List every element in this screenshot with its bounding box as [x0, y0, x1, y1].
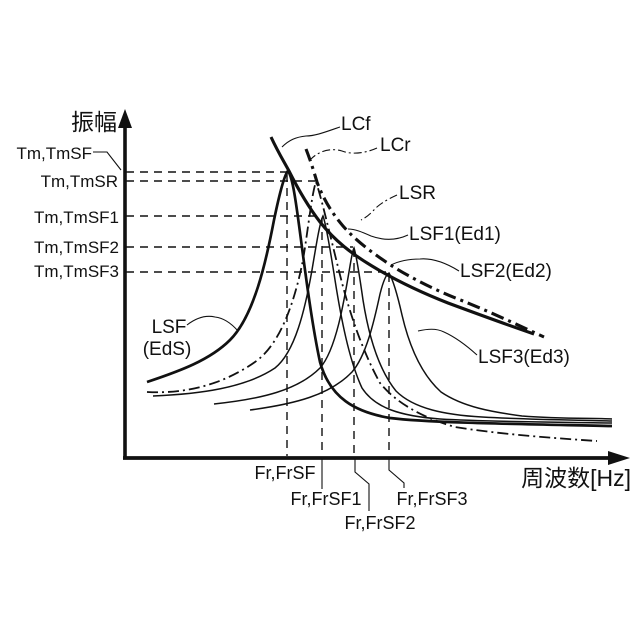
x-axis-title: 周波数[Hz]	[521, 465, 631, 491]
curve-lsf3	[249, 272, 613, 420]
ytick-tmsf3: Tm,TmSF3	[34, 262, 119, 281]
curve-lsf1	[152, 214, 613, 424]
leader-lines	[93, 126, 478, 511]
leader-lcr	[310, 147, 378, 160]
xtick-frsf: Fr,FrSF	[255, 463, 316, 483]
curve-label-lcf: LCf	[341, 114, 371, 135]
curve-lcf	[269, 136, 535, 336]
y-axis-arrowhead-icon	[118, 109, 132, 128]
leader-frsf2	[354, 459, 370, 511]
curve-lsf2	[213, 246, 613, 422]
guide-lines	[126, 171, 390, 456]
axes	[123, 124, 611, 460]
y-axis-title: 振幅	[71, 109, 117, 135]
curve-lcr	[304, 148, 545, 339]
x-axis-arrowhead-icon	[608, 451, 630, 465]
leader-lsf3	[417, 328, 478, 356]
xtick-frsf2: Fr,FrSF2	[345, 513, 416, 533]
curve-label-lsf1: LSF1(Ed1)	[409, 224, 501, 245]
leader-lsf1	[347, 228, 409, 240]
ytick-tmsf2: Tm,TmSF2	[34, 238, 119, 257]
ytick-tmsf: Tm,TmSF	[16, 144, 92, 163]
curve-label-lsf3: LSF3(Ed3)	[478, 347, 570, 368]
leader-tmsf	[93, 151, 122, 171]
curve-label-lsf-line1: LSF	[152, 317, 187, 338]
ytick-tmsf1: Tm,TmSF1	[34, 208, 119, 227]
curve-label-lsf2: LSF2(Ed2)	[460, 261, 552, 282]
curve-label-lsr: LSR	[399, 183, 436, 204]
leader-lcf	[281, 126, 341, 148]
curve-lsr	[146, 179, 598, 442]
leader-frsf3	[388, 459, 405, 488]
leader-lsr	[360, 194, 398, 221]
leader-lsf2	[390, 258, 460, 272]
curve-label-lsf-line2: (EdS)	[143, 339, 192, 360]
curve-lsf-eds	[146, 168, 613, 428]
xtick-frsf1: Fr,FrSF1	[291, 489, 362, 509]
xtick-frsf3: Fr,FrSF3	[397, 489, 468, 509]
leader-lsf-eds	[186, 315, 239, 332]
ytick-tmsr: Tm,TmSR	[41, 172, 118, 191]
curve-label-lcr: LCr	[380, 135, 411, 156]
